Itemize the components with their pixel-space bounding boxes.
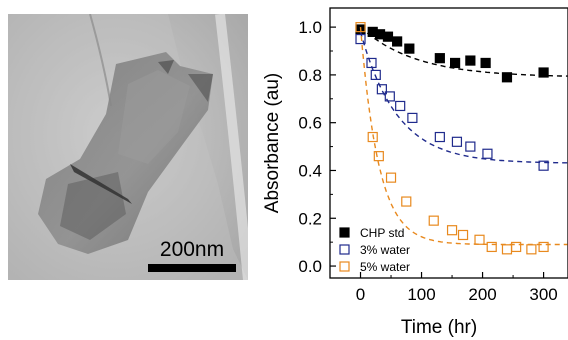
data-point — [384, 91, 395, 102]
legend-marker — [339, 227, 350, 238]
data-point — [392, 36, 403, 47]
data-point — [480, 57, 491, 69]
plot-frame — [329, 7, 568, 279]
scale-bar-label: 200nm — [160, 238, 224, 261]
legend-label: CHP std — [360, 226, 404, 240]
data-point — [382, 31, 394, 42]
data-point — [428, 215, 439, 226]
y-tick-label: 0.2 — [298, 209, 322, 228]
x-tick-label: 0 — [356, 285, 365, 304]
legend-label: 3% water — [360, 243, 410, 257]
fit-curve-0 — [360, 26, 568, 77]
y-tick-label: 1.0 — [298, 18, 322, 37]
fit-curve-2 — [359, 27, 568, 246]
data-point — [446, 225, 458, 236]
fit-curve-1 — [359, 31, 568, 164]
y-tick-label: 0.0 — [298, 257, 322, 276]
data-point — [538, 241, 549, 253]
data-point — [526, 244, 537, 255]
data-point — [355, 33, 366, 45]
data-point — [385, 172, 397, 183]
x-tick-label: 200 — [468, 285, 496, 304]
data-point — [538, 67, 549, 78]
data-point — [465, 55, 476, 66]
data-point — [407, 112, 418, 124]
data-point — [482, 148, 493, 159]
data-point — [355, 22, 366, 33]
data-point — [404, 43, 415, 54]
data-point — [501, 72, 513, 83]
data-point — [395, 100, 406, 112]
legend-marker — [339, 261, 350, 272]
y-tick-label: 0.6 — [298, 114, 322, 133]
data-point — [366, 57, 377, 69]
y-tick-label: 0.8 — [298, 66, 322, 85]
data-point — [373, 151, 384, 162]
data-point — [376, 84, 387, 95]
graphene-flake — [38, 52, 213, 254]
y-tick-label: 0.4 — [298, 161, 322, 180]
data-point — [457, 229, 469, 241]
x-axis-label: Time (hr) — [401, 317, 477, 338]
tem-micrograph: 200nm — [8, 14, 248, 280]
data-point — [511, 241, 522, 253]
legend-marker — [339, 244, 350, 255]
scale-bar — [148, 264, 236, 272]
data-point — [370, 69, 381, 81]
data-point — [451, 136, 463, 147]
data-point — [486, 241, 497, 253]
data-point — [434, 131, 445, 143]
data-point — [465, 141, 476, 152]
data-point — [538, 160, 549, 171]
x-tick-label: 100 — [407, 285, 435, 304]
data-point — [450, 57, 461, 69]
absorbance-chart: 0 100 200 300 0.0 0.2 0.4 0.6 0.8 1.0 Time (hr) Abs… — [262, 7, 568, 338]
legend-label: 5% water — [360, 260, 410, 274]
data-point — [474, 234, 485, 245]
x-tick-label: 300 — [529, 285, 557, 304]
data-point — [401, 196, 412, 207]
y-axis-label: Absorbance (au) — [262, 73, 283, 213]
data-point — [434, 53, 445, 64]
data-point — [367, 131, 378, 143]
data-point — [501, 244, 513, 255]
